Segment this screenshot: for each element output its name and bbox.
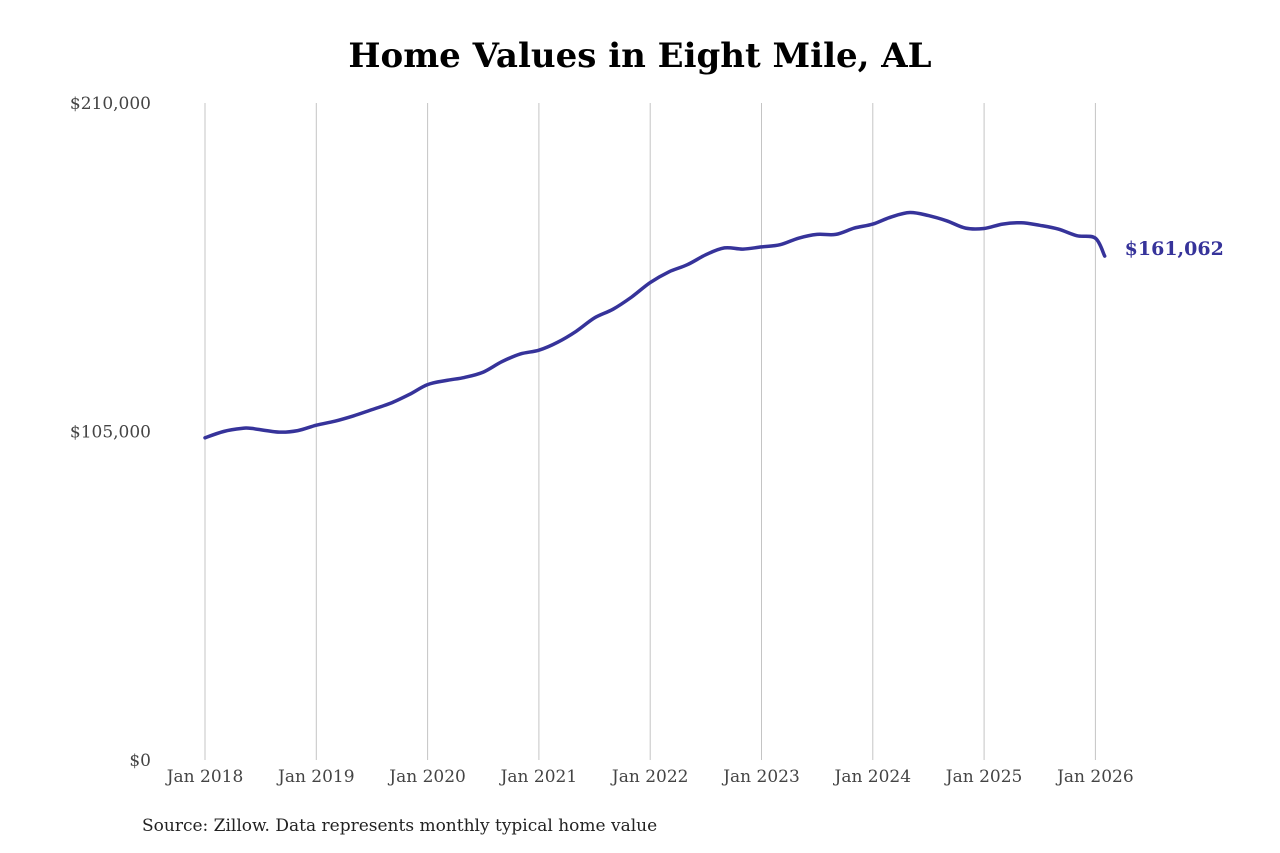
source-note: Source: Zillow. Data represents monthly …: [142, 816, 658, 836]
x-tick-label: Jan 2022: [610, 767, 689, 787]
x-tick-label: Jan 2025: [944, 767, 1023, 787]
y-tick-label: $0: [129, 751, 151, 771]
x-axis-tick-labels: Jan 2018 Jan 2019 Jan 2020 Jan 2021 Jan 2022…: [165, 767, 1134, 787]
latest-value-label: $161,062: [1125, 238, 1224, 260]
x-tick-label: Jan 2026: [1055, 767, 1134, 787]
x-tick-label: Jan 2021: [499, 767, 578, 787]
vertical-gridlines: [204, 103, 1096, 760]
x-tick-label: Jan 2024: [833, 767, 912, 787]
y-axis-tick-labels: $0 $105,000 $210,000: [70, 94, 151, 771]
chart-title: Home Values in Eight Mile, AL: [348, 36, 932, 76]
x-tick-label: Jan 2019: [276, 767, 355, 787]
x-tick-label: Jan 2020: [387, 767, 466, 787]
x-tick-label: Jan 2018: [165, 767, 244, 787]
y-tick-label: $210,000: [70, 94, 151, 114]
home-value-series-line: [203, 210, 1107, 440]
x-tick-label: Jan 2023: [721, 767, 800, 787]
y-tick-label: $105,000: [70, 423, 151, 443]
